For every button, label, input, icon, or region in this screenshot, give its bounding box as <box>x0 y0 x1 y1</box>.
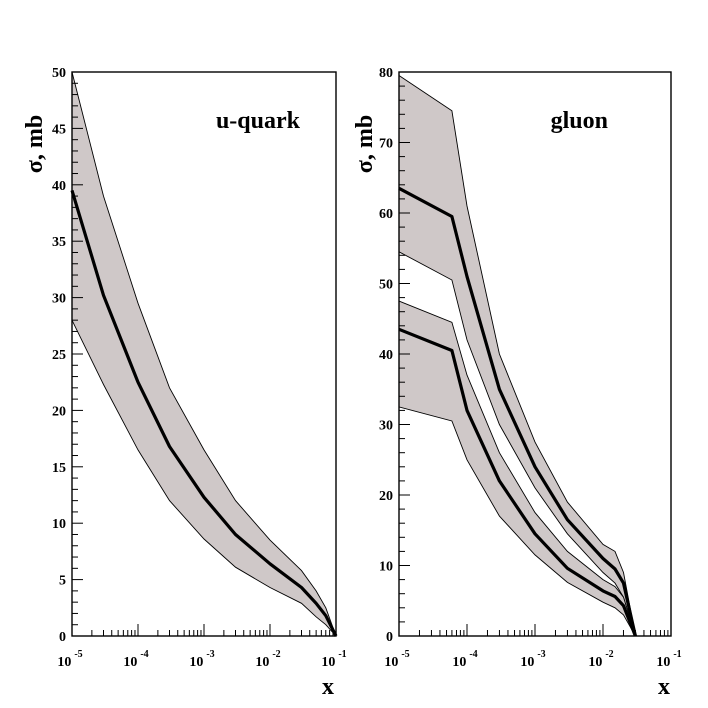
uncertainty-band-2 <box>398 300 636 637</box>
y-tick-label: 40 <box>52 179 66 194</box>
x-tick-base: 10 <box>384 655 398 670</box>
y-tick-label: 40 <box>379 348 393 363</box>
y-tick-label: 10 <box>379 560 393 575</box>
x-tick-label: 10-4 <box>123 649 148 670</box>
y-tick-label: 25 <box>52 348 66 363</box>
x-tick-base: 10 <box>452 655 466 670</box>
y-tick-label: 35 <box>52 235 66 250</box>
x-tick-base: 10 <box>656 655 670 670</box>
y-tick-label: 10 <box>52 517 66 532</box>
y-tick-label: 20 <box>52 404 66 419</box>
y-tick-label: 30 <box>52 292 66 307</box>
central-curve-1 <box>398 186 637 637</box>
y-tick-label: 45 <box>52 122 66 137</box>
x-axis-label: x <box>322 674 334 700</box>
x-tick-label: 10-5 <box>384 649 409 670</box>
x-axis-label: x <box>658 674 670 700</box>
x-tick-exponent: -2 <box>272 649 280 660</box>
y-tick-label: 50 <box>52 66 66 81</box>
y-tick-label: 15 <box>52 461 66 476</box>
uncertainty-band-0 <box>71 71 337 637</box>
y-tick-label: 0 <box>386 630 393 645</box>
y-tick-label: 0 <box>59 630 66 645</box>
panel-title: u-quark <box>216 108 301 134</box>
x-tick-label: 10-1 <box>321 649 346 670</box>
x-tick-exponent: -3 <box>206 649 214 660</box>
x-tick-exponent: -1 <box>338 649 346 660</box>
panel-u-quark: 0510152025303540455010-510-410-310-210-1… <box>22 66 347 700</box>
x-tick-exponent: -4 <box>469 649 477 660</box>
x-tick-label: 10-3 <box>189 649 214 670</box>
central-curve-3 <box>398 327 637 637</box>
x-tick-exponent: -3 <box>537 649 545 660</box>
y-tick-label: 20 <box>379 489 393 504</box>
x-tick-base: 10 <box>588 655 602 670</box>
y-axis-label: σ, mb <box>352 115 378 173</box>
x-tick-exponent: -2 <box>605 649 613 660</box>
y-tick-label: 60 <box>379 207 393 222</box>
panel-gluon: 0102030405060708010-510-410-310-210-1xσ,… <box>352 66 682 700</box>
panel-title: gluon <box>551 108 608 134</box>
x-tick-label: 10-2 <box>588 649 613 670</box>
x-tick-label: 10-1 <box>656 649 681 670</box>
x-tick-base: 10 <box>255 655 269 670</box>
x-tick-label: 10-4 <box>452 649 477 670</box>
x-tick-exponent: -5 <box>74 649 82 660</box>
x-tick-base: 10 <box>520 655 534 670</box>
y-axis-label: σ, mb <box>22 115 48 173</box>
central-curve-1 <box>70 189 338 637</box>
y-tick-label: 80 <box>379 66 393 81</box>
x-tick-label: 10-3 <box>520 649 545 670</box>
x-tick-base: 10 <box>123 655 137 670</box>
y-tick-label: 30 <box>379 419 393 434</box>
x-tick-exponent: -1 <box>673 649 681 660</box>
y-tick-label: 5 <box>59 574 66 589</box>
x-tick-label: 10-5 <box>57 649 82 670</box>
x-tick-base: 10 <box>321 655 335 670</box>
x-tick-base: 10 <box>189 655 203 670</box>
x-tick-exponent: -4 <box>140 649 148 660</box>
y-tick-label: 50 <box>379 278 393 293</box>
y-tick-label: 70 <box>379 137 393 152</box>
x-tick-base: 10 <box>57 655 71 670</box>
x-tick-exponent: -5 <box>401 649 409 660</box>
x-tick-label: 10-2 <box>255 649 280 670</box>
